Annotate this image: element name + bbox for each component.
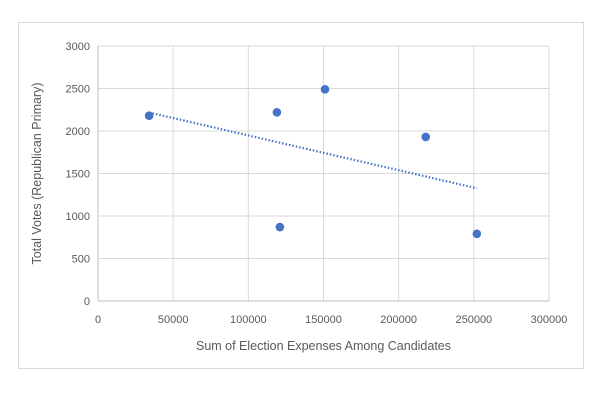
x-tick-label: 0 (95, 314, 101, 326)
x-axis-title: Sum of Election Expenses Among Candidate… (196, 339, 451, 353)
axes (97, 46, 549, 302)
tick-labels: 0 500 1000 1500 2000 2500 3000 0 50000 100000 1500… (66, 41, 568, 326)
data-point (472, 229, 482, 239)
trendline (148, 111, 478, 190)
x-tick-label: 150000 (305, 314, 342, 326)
y-tick-label: 3000 (66, 41, 90, 53)
x-tick-label: 300000 (531, 314, 568, 326)
y-tick-label: 2500 (66, 84, 90, 96)
data-point (272, 108, 282, 117)
y-tick-label: 0 (84, 296, 90, 308)
data-point (144, 111, 154, 120)
x-tick-label: 50000 (158, 314, 189, 326)
gridlines (98, 45, 550, 301)
y-tick-label: 1500 (66, 169, 90, 181)
y-axis-title: Total Votes (Republican Primary) (30, 82, 44, 264)
data-points (144, 85, 482, 239)
scatter-chart: 0 500 1000 1500 2000 2500 3000 0 50000 100000 1500… (30, 41, 568, 353)
data-point (421, 132, 431, 142)
x-tick-label: 100000 (230, 314, 267, 326)
y-tick-label: 500 (72, 254, 90, 266)
data-point (275, 222, 285, 232)
data-point (320, 85, 330, 94)
y-tick-label: 1000 (66, 211, 90, 223)
chart-area: 0 500 1000 1500 2000 2500 3000 0 50000 100000 1500… (18, 22, 584, 369)
x-tick-label: 200000 (380, 314, 417, 326)
x-tick-label: 250000 (455, 314, 492, 326)
trendline-layer (148, 111, 478, 190)
y-tick-label: 2000 (66, 126, 90, 138)
